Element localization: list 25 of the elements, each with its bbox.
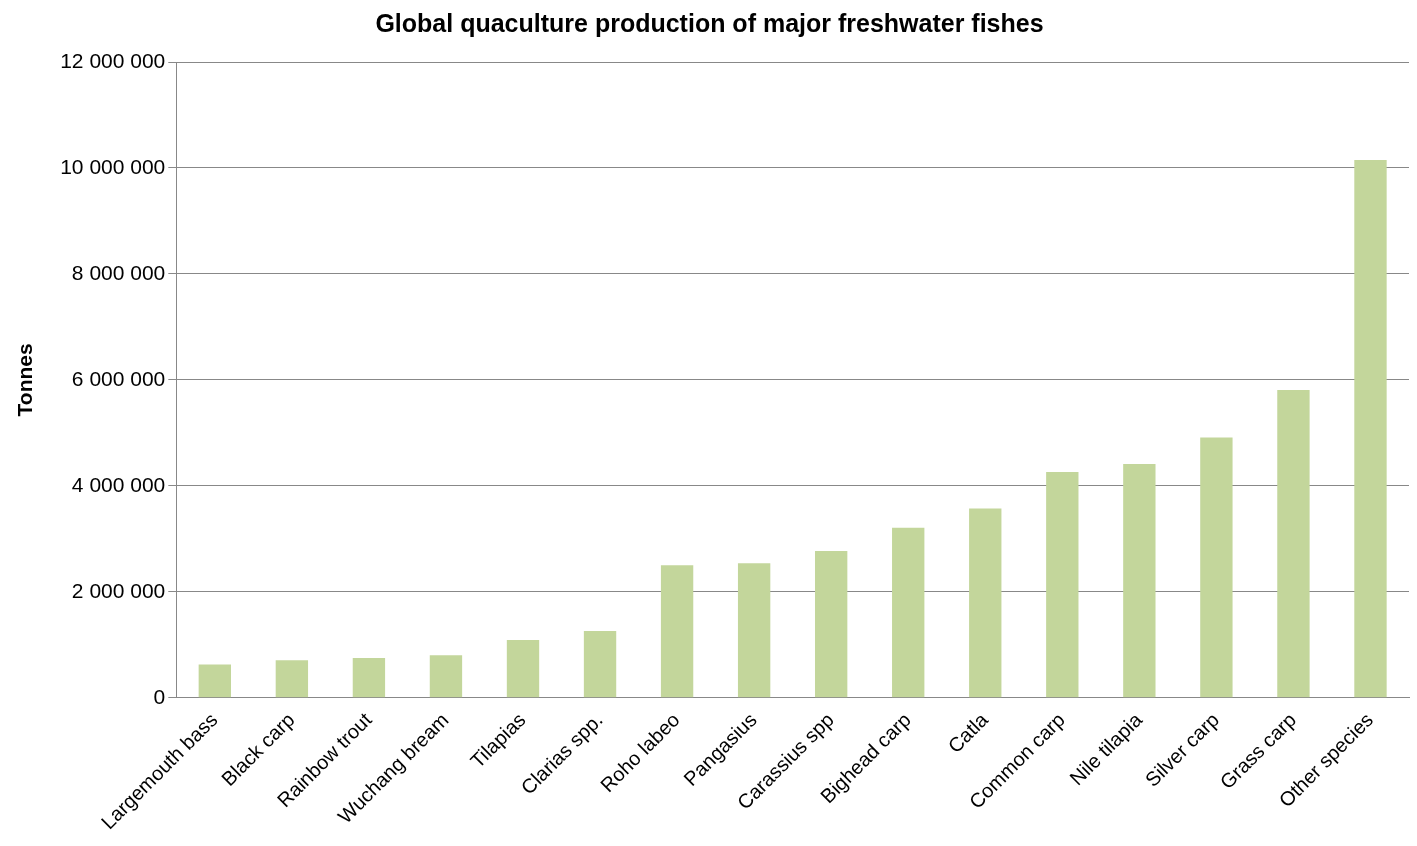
y-tick-label: 10 000 000 (60, 154, 166, 178)
bar (814, 551, 848, 698)
bar (583, 631, 617, 698)
y-tick-label: 2 000 000 (71, 578, 166, 602)
bar (737, 563, 771, 698)
bar (1200, 437, 1233, 698)
y-tick-label: 0 (153, 684, 166, 708)
y-tick-label: 8 000 000 (71, 260, 166, 284)
y-tick-label: 6 000 000 (71, 366, 166, 390)
bar (892, 527, 925, 698)
bar (198, 664, 231, 698)
bar (660, 565, 694, 698)
y-tick-label: 4 000 000 (71, 472, 166, 496)
bar (429, 655, 463, 698)
bar (1046, 472, 1079, 698)
bar (1123, 464, 1156, 698)
y-axis-title: Tonnes (13, 343, 37, 417)
bar (969, 508, 1002, 698)
bar (352, 658, 386, 698)
bar (1354, 160, 1387, 698)
y-tick-label: 12 000 000 (60, 48, 166, 72)
bar (1277, 389, 1310, 698)
bar (506, 640, 540, 698)
bar (275, 660, 309, 698)
chart-title: Global quaculture production of major freshwater fishes (375, 8, 1044, 37)
